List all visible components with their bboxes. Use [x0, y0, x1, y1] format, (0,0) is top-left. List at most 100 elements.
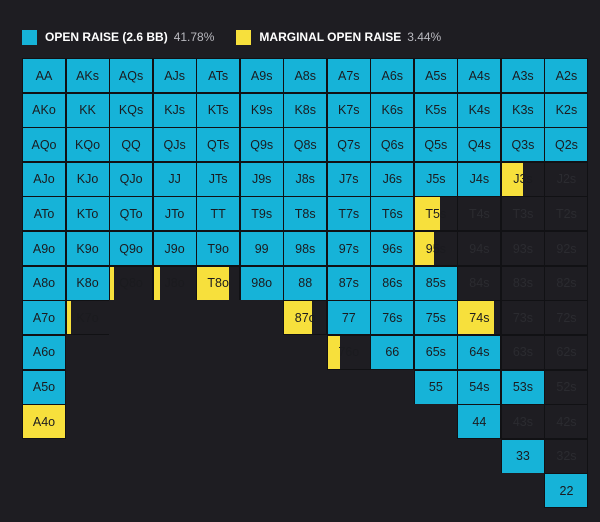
hand-cell-95o: [239, 369, 284, 405]
hand-cell-93o: [239, 438, 284, 474]
hand-cell-64s: 64s: [457, 334, 502, 370]
hand-cell-44: 44: [457, 404, 502, 440]
hand-cell-84s: 84s: [457, 265, 502, 301]
hand-cell-J7s: J7s: [326, 161, 371, 197]
hand-cell-label: K9o: [76, 241, 99, 256]
legend-pct-open: 41.78%: [173, 30, 215, 44]
hand-cell-label: 44: [472, 414, 487, 429]
hand-cell-label: 76o: [338, 345, 360, 360]
hand-cell-label: 72s: [556, 310, 577, 325]
hand-cell-marginal-fill: [197, 266, 229, 300]
hand-cell-label: K8o: [76, 276, 99, 291]
hand-cell-label: ATs: [208, 68, 229, 83]
hand-cell-label: 82s: [556, 276, 577, 291]
hand-cell-T5o: [196, 369, 241, 405]
hand-cell-marginal-fill: [153, 266, 160, 300]
hand-cell-KJs: KJs: [152, 92, 197, 128]
hand-cell-label: 62s: [556, 345, 577, 360]
hand-cell-Q9s: Q9s: [239, 127, 284, 163]
legend-item-open: OPEN RAISE (2.6 BB) 41.78%: [22, 29, 215, 45]
hand-cell-J5o: [152, 369, 197, 405]
hand-cell-label: [241, 440, 283, 473]
legend-label-marginal: MARGINAL OPEN RAISE: [259, 30, 402, 44]
hand-cell-label: [458, 440, 500, 473]
hand-cell-J9s: J9s: [239, 161, 284, 197]
hand-cell-label: QQ: [121, 137, 141, 152]
hand-cell-label: 96s: [382, 241, 403, 256]
hand-cell-T2s: T2s: [544, 196, 589, 232]
hand-cell-J6s: J6s: [370, 161, 415, 197]
hand-cell-label: J9o: [164, 241, 185, 256]
hand-cell-label: 98o: [251, 276, 273, 291]
hand-cell-85o: [283, 369, 328, 405]
hand-cell-label: KQo: [75, 137, 101, 152]
hand-cell-marginal-fill: [414, 232, 434, 266]
hand-cell-77: 77: [326, 300, 371, 336]
hand-cell-75o: [326, 369, 371, 405]
hand-cell-K3o: [65, 438, 110, 474]
hand-cell-A7o: A7o: [22, 300, 66, 336]
hand-cell-label: K5s: [425, 103, 447, 118]
hand-cell-label: [415, 440, 457, 473]
hand-cell-A4o: A4o: [22, 404, 66, 440]
hand-cell-A5s: A5s: [413, 58, 458, 93]
hand-cell-A8o: A8o: [22, 265, 66, 301]
hand-cell-K6o: [65, 334, 110, 370]
hand-cell-label: J9s: [251, 172, 272, 187]
hand-cell-label: T7s: [338, 206, 360, 221]
hand-cell-86o: [283, 334, 328, 370]
hand-cell-label: [371, 440, 413, 473]
hand-cell-T5s: T5s: [413, 196, 458, 232]
hand-cell-label: 98s: [295, 241, 316, 256]
hand-cell-73s: 73s: [500, 300, 545, 336]
hand-cell-label: [23, 474, 65, 507]
hand-cell-J2o: [152, 473, 197, 509]
hand-cell-label: [284, 474, 326, 507]
hand-cell-83s: 83s: [500, 265, 545, 301]
hand-cell-87s: 87s: [326, 265, 371, 301]
hand-cell-T9s: T9s: [239, 196, 284, 232]
hand-cell-82s: 82s: [544, 265, 589, 301]
hand-cell-label: A7o: [32, 310, 56, 325]
hand-cell-label: K2s: [555, 103, 578, 118]
hand-cell-label: [502, 474, 544, 507]
hand-cell-label: JTo: [164, 206, 185, 221]
hand-cell-62s: 62s: [544, 334, 589, 370]
hand-cell-label: 32s: [556, 449, 577, 464]
hand-cell-72s: 72s: [544, 300, 589, 336]
hand-cell-53s: 53s: [500, 369, 545, 405]
hand-cell-label: 74s: [469, 310, 490, 325]
hand-cell-label: A7s: [337, 68, 360, 83]
hand-cell-label: 87o: [294, 310, 316, 325]
hand-cell-K7o: K7o: [65, 300, 110, 336]
hand-cell-KQo: KQo: [65, 127, 110, 163]
hand-cell-A9s: A9s: [239, 58, 284, 93]
legend: OPEN RAISE (2.6 BB) 41.78% MARGINAL OPEN…: [22, 27, 463, 47]
hand-cell-label: A8s: [294, 68, 316, 83]
hand-cell-label: QJs: [163, 137, 186, 152]
hand-cell-marginal-fill: [284, 301, 312, 335]
hand-cell-83o: [283, 438, 328, 474]
hand-cell-label: J3s: [513, 172, 533, 187]
hand-cell-label: AA: [35, 68, 53, 83]
hand-cell-J4s: J4s: [457, 161, 502, 197]
hand-cell-label: 65s: [425, 345, 446, 360]
hand-cell-label: T8s: [294, 206, 316, 221]
hand-cell-label: Q9o: [119, 241, 143, 256]
hand-cell-93s: 93s: [500, 231, 545, 267]
hand-cell-88: 88: [283, 265, 328, 301]
hand-cell-label: KTo: [76, 206, 99, 221]
hand-cell-87o: 87o: [283, 300, 328, 336]
hand-cell-label: ATo: [33, 206, 55, 221]
hand-cell-label: [110, 474, 152, 507]
hand-cell-label: [110, 440, 152, 473]
hand-cell-K8s: K8s: [283, 92, 328, 128]
hand-cell-K3s: K3s: [500, 92, 545, 128]
hand-cell-marginal-fill: [327, 335, 341, 369]
hand-cell-42s: 42s: [544, 404, 589, 440]
hand-cell-label: [197, 440, 239, 473]
hand-cell-label: [23, 440, 65, 473]
hand-cell-97o: [239, 300, 284, 336]
hand-cell-label: 77: [341, 310, 356, 325]
hand-cell-label: 92s: [556, 241, 577, 256]
